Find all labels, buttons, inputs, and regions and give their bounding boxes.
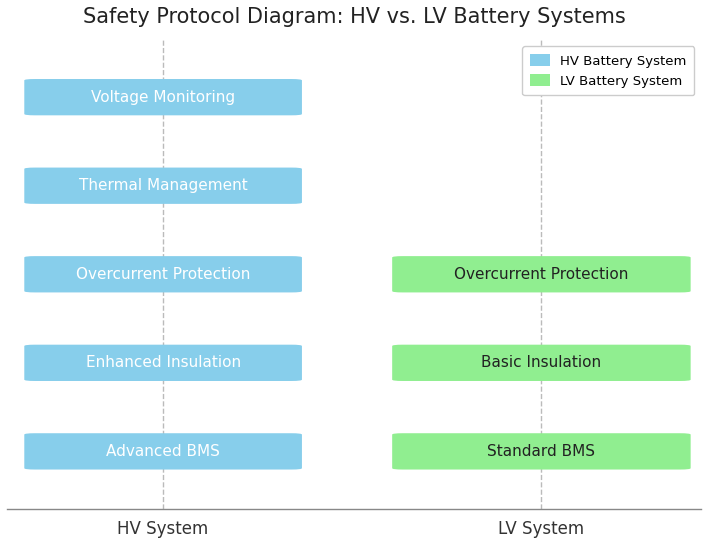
- FancyBboxPatch shape: [392, 433, 690, 470]
- Text: Voltage Monitoring: Voltage Monitoring: [91, 90, 235, 105]
- Text: Overcurrent Protection: Overcurrent Protection: [455, 267, 629, 282]
- Text: Overcurrent Protection: Overcurrent Protection: [76, 267, 251, 282]
- Text: Enhanced Insulation: Enhanced Insulation: [86, 355, 241, 371]
- FancyBboxPatch shape: [24, 79, 302, 116]
- Text: Thermal Management: Thermal Management: [79, 178, 248, 193]
- FancyBboxPatch shape: [24, 344, 302, 381]
- FancyBboxPatch shape: [24, 256, 302, 293]
- FancyBboxPatch shape: [392, 256, 690, 293]
- FancyBboxPatch shape: [392, 344, 690, 381]
- FancyBboxPatch shape: [24, 167, 302, 204]
- Title: Safety Protocol Diagram: HV vs. LV Battery Systems: Safety Protocol Diagram: HV vs. LV Batte…: [83, 7, 625, 27]
- Legend: HV Battery System, LV Battery System: HV Battery System, LV Battery System: [522, 46, 695, 95]
- FancyBboxPatch shape: [24, 433, 302, 470]
- Text: Standard BMS: Standard BMS: [487, 444, 595, 459]
- Text: Basic Insulation: Basic Insulation: [481, 355, 602, 371]
- Text: Advanced BMS: Advanced BMS: [106, 444, 220, 459]
